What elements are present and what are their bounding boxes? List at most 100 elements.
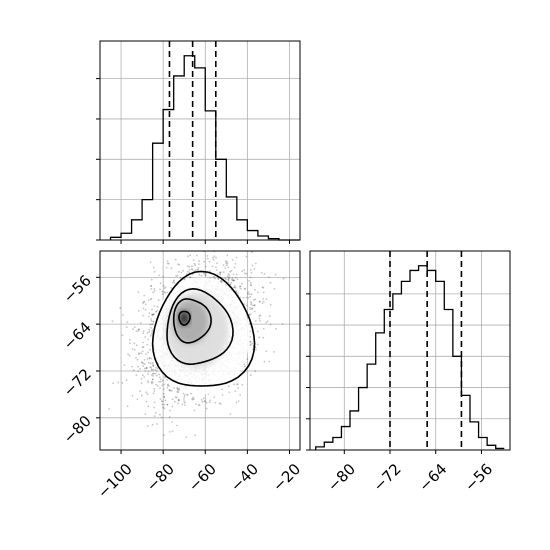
histogram-x-step-line xyxy=(109,55,300,241)
sample-point xyxy=(142,330,145,332)
sample-point xyxy=(164,376,166,378)
sample-point xyxy=(233,266,236,269)
sample-point xyxy=(151,374,153,377)
sample-point xyxy=(250,271,253,274)
sample-point xyxy=(253,298,255,301)
y-tick-label: −80 xyxy=(60,412,95,447)
sample-point xyxy=(239,296,242,299)
sample-point xyxy=(269,281,272,284)
sample-point xyxy=(191,398,194,401)
sample-point xyxy=(214,277,216,280)
sample-point xyxy=(251,264,254,267)
sample-point xyxy=(147,370,150,373)
sample-point xyxy=(258,300,261,303)
sample-point xyxy=(247,292,249,295)
sample-point xyxy=(192,398,195,401)
sample-point xyxy=(155,383,158,386)
sample-point xyxy=(170,287,173,289)
sample-point xyxy=(138,328,141,331)
sample-point xyxy=(206,257,209,260)
sample-point xyxy=(143,294,146,297)
sample-point xyxy=(172,280,175,283)
sample-point xyxy=(218,271,221,274)
sample-point xyxy=(136,358,139,361)
sample-point xyxy=(183,396,186,398)
sample-point xyxy=(208,401,211,404)
sample-point xyxy=(195,225,197,227)
x-tick-label: −80 xyxy=(143,460,178,495)
sample-point xyxy=(202,272,205,275)
sample-point xyxy=(154,372,157,375)
sample-point xyxy=(129,342,131,344)
sample-point xyxy=(152,266,155,269)
sample-point xyxy=(147,380,149,382)
sample-point xyxy=(150,288,153,290)
sample-point xyxy=(251,307,254,310)
sample-point xyxy=(173,282,176,284)
sample-point xyxy=(150,368,153,370)
sample-point xyxy=(233,383,236,386)
sample-point xyxy=(121,334,124,337)
sample-point xyxy=(180,244,182,246)
sample-point xyxy=(149,366,152,369)
sample-point xyxy=(183,394,186,396)
sample-point xyxy=(243,269,246,271)
sample-point xyxy=(213,255,216,258)
sample-point xyxy=(189,236,191,238)
sample-point xyxy=(265,298,268,300)
sample-point xyxy=(197,403,200,406)
sample-point xyxy=(177,391,180,394)
sample-point xyxy=(137,291,140,293)
joint-frame xyxy=(99,250,301,451)
sample-point xyxy=(149,298,152,301)
sample-point xyxy=(229,413,232,415)
sample-point xyxy=(245,296,248,299)
sample-point xyxy=(142,365,145,367)
sample-point xyxy=(143,363,146,365)
sample-point xyxy=(259,320,261,322)
sample-point xyxy=(262,300,265,303)
sample-point xyxy=(155,310,158,313)
sample-point xyxy=(119,307,122,310)
sample-point xyxy=(229,270,232,273)
sample-point xyxy=(194,269,197,271)
sample-point xyxy=(153,271,156,273)
sample-point xyxy=(155,374,158,377)
sample-point xyxy=(142,314,145,317)
sample-point xyxy=(151,330,154,332)
x-tick-label: −20 xyxy=(269,460,304,495)
sample-point xyxy=(123,364,126,366)
sample-point xyxy=(259,314,262,317)
sample-point xyxy=(205,402,208,404)
sample-point xyxy=(232,279,235,282)
sample-point xyxy=(235,290,238,293)
sample-point xyxy=(247,297,250,299)
sample-point xyxy=(147,381,150,384)
sample-point xyxy=(239,287,242,290)
sample-point xyxy=(166,379,169,381)
x-tick-label: −60 xyxy=(185,460,220,495)
sample-point xyxy=(139,390,142,393)
sample-point xyxy=(251,251,254,254)
sample-point xyxy=(163,395,166,398)
sample-point xyxy=(282,277,285,280)
sample-point xyxy=(151,313,154,316)
sample-point xyxy=(180,271,183,274)
sample-point xyxy=(237,383,239,386)
sample-point xyxy=(219,280,222,283)
sample-point xyxy=(261,302,264,305)
sample-point xyxy=(281,323,284,325)
sample-point xyxy=(194,434,197,437)
sample-point xyxy=(177,399,180,402)
sample-point xyxy=(237,400,240,402)
sample-point xyxy=(248,279,251,282)
sample-point xyxy=(220,280,223,283)
sample-point xyxy=(163,403,166,406)
sample-point xyxy=(150,323,153,326)
sample-point xyxy=(249,313,252,316)
sample-point xyxy=(140,382,143,385)
histogram-x-panel xyxy=(96,40,301,244)
sample-point xyxy=(254,262,257,265)
sample-point xyxy=(155,366,158,369)
sample-point xyxy=(246,358,249,361)
